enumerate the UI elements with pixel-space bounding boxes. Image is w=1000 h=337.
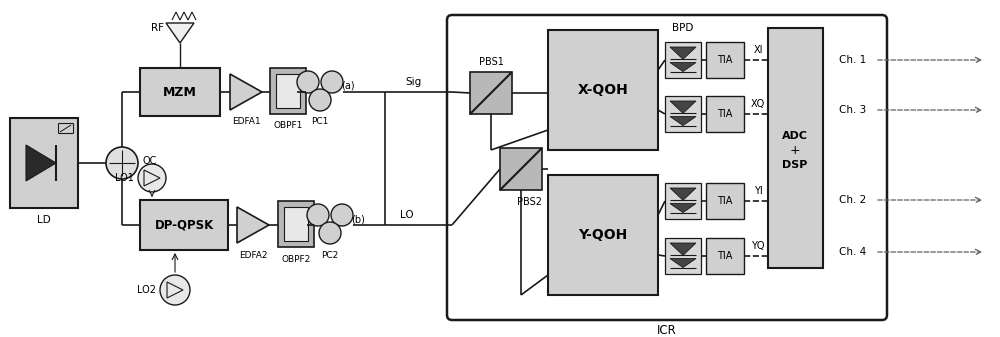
FancyBboxPatch shape: [447, 15, 887, 320]
Polygon shape: [230, 74, 262, 110]
Text: LD: LD: [37, 215, 51, 225]
Bar: [665, 183, 701, 219]
Bar: [10, 118, 78, 208]
Text: PBS2: PBS2: [516, 197, 542, 207]
Text: Sig: Sig: [405, 77, 421, 87]
Text: (b): (b): [351, 214, 365, 224]
Text: PC2: PC2: [321, 250, 339, 259]
Circle shape: [321, 71, 343, 93]
Text: DSP: DSP: [782, 160, 808, 170]
Bar: [665, 96, 701, 132]
Text: LO1: LO1: [115, 173, 133, 183]
Text: +: +: [790, 144, 800, 156]
Text: PBS1: PBS1: [479, 57, 503, 67]
Bar: [706, 96, 744, 132]
Polygon shape: [670, 47, 696, 59]
Text: OC: OC: [143, 156, 157, 166]
Circle shape: [319, 222, 341, 244]
Text: LO2: LO2: [138, 285, 156, 295]
Text: EDFA2: EDFA2: [239, 250, 267, 259]
Text: DP-QPSK: DP-QPSK: [154, 218, 214, 232]
Polygon shape: [670, 258, 696, 268]
Text: TIA: TIA: [717, 55, 733, 65]
Text: ADC: ADC: [782, 131, 808, 141]
Text: MZM: MZM: [163, 86, 197, 98]
Text: Y-QOH: Y-QOH: [578, 228, 628, 242]
Bar: [470, 72, 512, 114]
Text: RF: RF: [152, 23, 164, 33]
Text: BPD: BPD: [672, 23, 694, 33]
Polygon shape: [166, 23, 194, 43]
Bar: [548, 175, 658, 295]
Text: Ch. 1: Ch. 1: [839, 55, 867, 65]
Text: (a): (a): [341, 81, 355, 91]
Text: YI: YI: [754, 186, 762, 196]
Text: OBPF1: OBPF1: [273, 122, 303, 130]
Text: Ch. 4: Ch. 4: [839, 247, 867, 257]
Polygon shape: [670, 101, 696, 113]
Bar: [706, 42, 744, 78]
Bar: [284, 207, 308, 241]
Circle shape: [331, 204, 353, 226]
Text: Ch. 3: Ch. 3: [839, 105, 867, 115]
Circle shape: [138, 164, 166, 192]
Text: YQ: YQ: [751, 241, 765, 251]
Bar: [548, 30, 658, 150]
Text: LO: LO: [400, 210, 414, 220]
Bar: [270, 68, 306, 114]
Circle shape: [309, 89, 331, 111]
Polygon shape: [670, 204, 696, 213]
Polygon shape: [237, 207, 269, 243]
Polygon shape: [670, 243, 696, 255]
Bar: [768, 28, 823, 268]
Bar: [665, 238, 701, 274]
Bar: [665, 42, 701, 78]
Circle shape: [106, 147, 138, 179]
Bar: [278, 201, 314, 247]
Text: EDFA1: EDFA1: [232, 118, 260, 126]
Text: TIA: TIA: [717, 196, 733, 206]
Text: OBPF2: OBPF2: [281, 254, 311, 264]
Bar: [706, 183, 744, 219]
Bar: [276, 74, 300, 108]
Text: PC1: PC1: [311, 118, 329, 126]
Text: X-QOH: X-QOH: [578, 83, 628, 97]
Bar: [500, 148, 542, 190]
Text: XI: XI: [753, 45, 763, 55]
Bar: [140, 200, 228, 250]
Text: TIA: TIA: [717, 109, 733, 119]
Text: XQ: XQ: [751, 99, 765, 109]
Circle shape: [297, 71, 319, 93]
Polygon shape: [26, 145, 56, 181]
Text: TIA: TIA: [717, 251, 733, 261]
Text: Ch. 2: Ch. 2: [839, 195, 867, 205]
Text: ICR: ICR: [657, 324, 677, 337]
Bar: [140, 68, 220, 116]
Circle shape: [307, 204, 329, 226]
Polygon shape: [670, 117, 696, 125]
Polygon shape: [670, 188, 696, 200]
Bar: [706, 238, 744, 274]
Circle shape: [160, 275, 190, 305]
Polygon shape: [670, 63, 696, 71]
